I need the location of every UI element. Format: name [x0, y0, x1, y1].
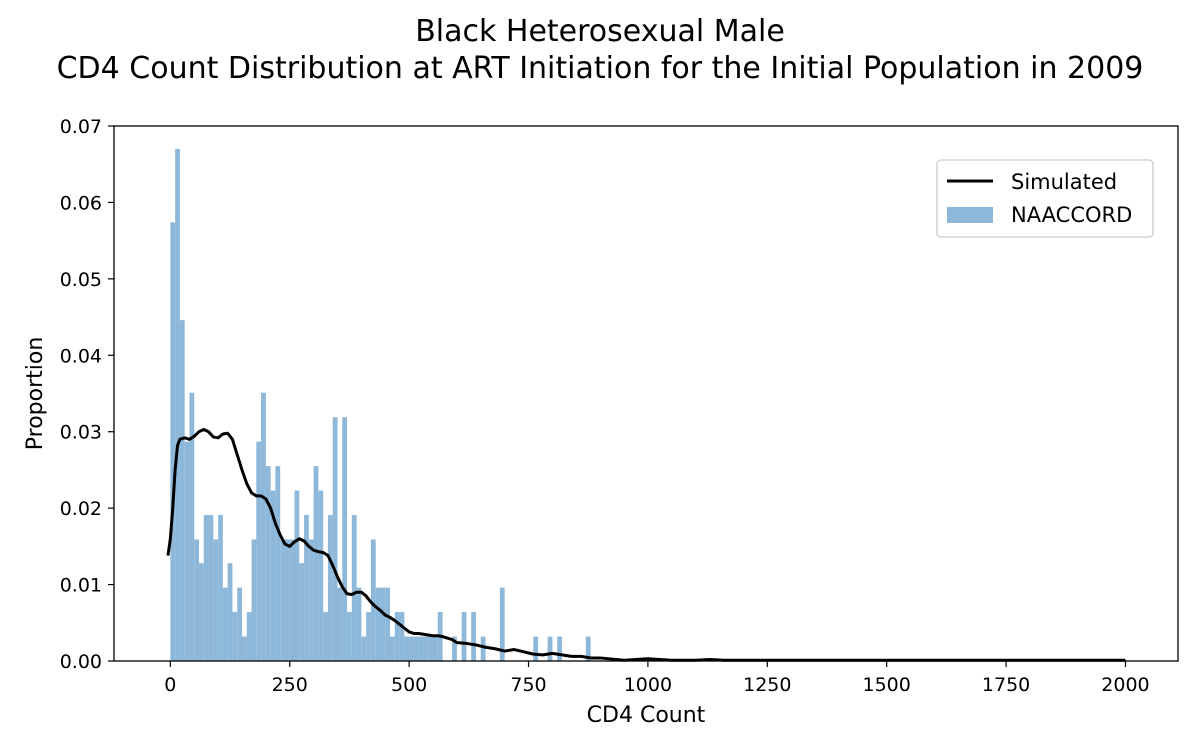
naaccord-bar: [203, 515, 209, 661]
naaccord-bar: [256, 441, 262, 661]
x-tick-label: 1000: [624, 674, 672, 696]
naaccord-bar: [390, 636, 395, 661]
naaccord-bar: [175, 148, 180, 661]
naaccord-bar: [380, 587, 386, 661]
y-tick-label: 0.00: [60, 651, 102, 673]
naaccord-bar: [323, 612, 328, 661]
naaccord-bar: [409, 636, 414, 661]
naaccord-bar: [265, 466, 271, 661]
x-tick-label: 1500: [863, 674, 911, 696]
y-tick-label: 0.06: [60, 192, 102, 214]
naaccord-bar: [199, 563, 204, 661]
y-axis: 0.00 0.01 0.02 0.03 0.04 0.05 0.06 0.07: [60, 116, 114, 673]
x-axis-label: CD4 Count: [587, 703, 706, 728]
naaccord-bar: [342, 417, 348, 661]
naaccord-bar: [327, 515, 333, 661]
naaccord-bar: [251, 539, 257, 661]
naaccord-bar: [404, 636, 410, 661]
y-tick-label: 0.04: [60, 345, 102, 367]
naaccord-bar: [433, 636, 438, 661]
naaccord-bar: [299, 563, 305, 661]
naaccord-bar: [347, 612, 352, 661]
naaccord-bar: [361, 636, 367, 661]
naaccord-bar: [533, 636, 539, 661]
naaccord-bar: [227, 563, 233, 661]
naaccord-bar: [356, 587, 362, 661]
naaccord-bar: [313, 466, 319, 661]
naaccord-bar: [318, 490, 324, 661]
x-tick-label: 500: [391, 674, 427, 696]
naaccord-bar: [499, 587, 505, 661]
naaccord-bar: [547, 636, 553, 661]
x-tick-label: 2000: [1101, 674, 1149, 696]
naaccord-bar: [370, 539, 376, 661]
naaccord-bar: [585, 636, 591, 661]
naaccord-bar: [270, 490, 276, 661]
naaccord-bar: [413, 636, 419, 661]
x-tick-label: 250: [272, 674, 308, 696]
naaccord-bar: [337, 587, 343, 661]
legend-simulated-label: Simulated: [1011, 170, 1117, 194]
y-tick-label: 0.01: [60, 575, 102, 597]
legend-naaccord-label: NAACCORD: [1011, 203, 1132, 227]
naaccord-bar: [261, 392, 266, 661]
y-tick-label: 0.03: [60, 422, 102, 444]
naaccord-bar: [189, 392, 195, 661]
naaccord-bar: [461, 612, 467, 661]
naaccord-bar: [423, 636, 429, 661]
naaccord-bar: [394, 612, 400, 661]
naaccord-bar: [218, 515, 223, 661]
naaccord-bar: [280, 539, 285, 661]
naaccord-bar: [213, 539, 219, 661]
naaccord-bar: [332, 417, 338, 661]
naaccord-bar: [237, 587, 242, 661]
naaccord-bar: [557, 636, 562, 661]
naaccord-bar: [170, 222, 176, 662]
naaccord-bar: [428, 636, 434, 661]
x-tick-label: 1250: [743, 674, 791, 696]
naaccord-bar: [222, 587, 228, 661]
naaccord-bar: [179, 320, 185, 661]
naaccord-bar: [366, 612, 371, 661]
naaccord-bar: [241, 636, 247, 661]
y-axis-label: Proportion: [23, 337, 48, 451]
x-tick-label: 1750: [982, 674, 1030, 696]
naaccord-bar: [246, 612, 252, 661]
x-axis: 0 250 500 750 1000 1250 1500 1750 2000: [164, 661, 1150, 696]
naaccord-bar: [184, 441, 190, 661]
naaccord-bar: [471, 612, 476, 661]
naaccord-bar: [308, 539, 314, 661]
y-tick-label: 0.05: [60, 269, 102, 291]
naaccord-bar: [289, 539, 295, 661]
y-tick-label: 0.02: [60, 498, 102, 520]
naaccord-bar: [275, 466, 281, 661]
naaccord-bar: [294, 490, 300, 661]
chart-title-line-2: CD4 Count Distribution at ART Initiation…: [57, 51, 1144, 86]
naaccord-bar: [480, 636, 486, 661]
naaccord-bar: [284, 539, 290, 661]
naaccord-bar: [208, 515, 214, 661]
x-tick-label: 0: [164, 674, 176, 696]
naaccord-bar: [375, 587, 381, 661]
simulated-line: [166, 427, 1126, 662]
legend: Simulated NAACCORD: [936, 159, 1154, 238]
naaccord-bar: [385, 587, 391, 661]
naaccord-bar: [351, 515, 357, 661]
naaccord-bar: [452, 636, 457, 661]
naaccord-bar: [418, 636, 424, 661]
naaccord-bar: [232, 612, 238, 661]
x-tick-label: 750: [510, 674, 546, 696]
legend-naaccord-swatch: [947, 207, 993, 223]
plot-frame: [113, 125, 1179, 662]
naaccord-bar: [399, 612, 405, 661]
chart-title-line-1: Black Heterosexual Male: [415, 14, 785, 49]
naaccord-bar: [304, 515, 309, 661]
y-tick-label: 0.07: [60, 116, 102, 138]
naaccord-bar: [194, 539, 200, 661]
naaccord-bars: [170, 148, 591, 662]
